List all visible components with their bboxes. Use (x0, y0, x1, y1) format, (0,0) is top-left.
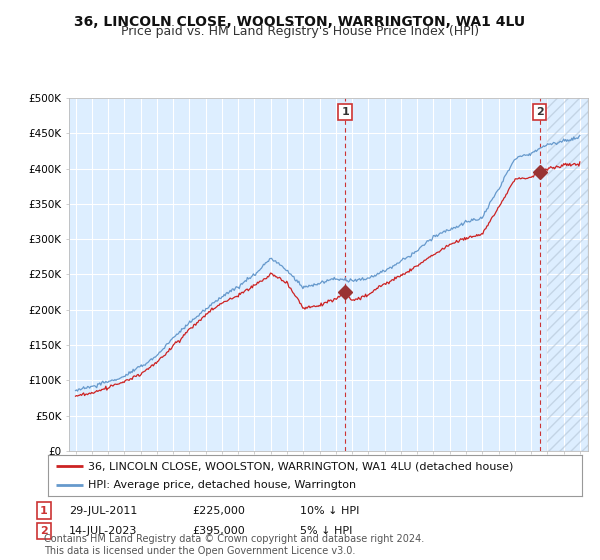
Text: 36, LINCOLN CLOSE, WOOLSTON, WARRINGTON, WA1 4LU (detached house): 36, LINCOLN CLOSE, WOOLSTON, WARRINGTON,… (88, 461, 514, 471)
Text: 2: 2 (536, 107, 544, 117)
Text: £395,000: £395,000 (192, 526, 245, 536)
Text: 2: 2 (40, 526, 47, 536)
Text: 29-JUL-2011: 29-JUL-2011 (69, 506, 137, 516)
Text: HPI: Average price, detached house, Warrington: HPI: Average price, detached house, Warr… (88, 480, 356, 489)
Text: 10% ↓ HPI: 10% ↓ HPI (300, 506, 359, 516)
Text: Contains HM Land Registry data © Crown copyright and database right 2024.
This d: Contains HM Land Registry data © Crown c… (44, 534, 424, 556)
Text: Price paid vs. HM Land Registry's House Price Index (HPI): Price paid vs. HM Land Registry's House … (121, 25, 479, 38)
Text: £225,000: £225,000 (192, 506, 245, 516)
Text: 1: 1 (40, 506, 47, 516)
Text: 1: 1 (341, 107, 349, 117)
Text: 14-JUL-2023: 14-JUL-2023 (69, 526, 137, 536)
Text: 5% ↓ HPI: 5% ↓ HPI (300, 526, 352, 536)
Text: 36, LINCOLN CLOSE, WOOLSTON, WARRINGTON, WA1 4LU: 36, LINCOLN CLOSE, WOOLSTON, WARRINGTON,… (74, 15, 526, 29)
